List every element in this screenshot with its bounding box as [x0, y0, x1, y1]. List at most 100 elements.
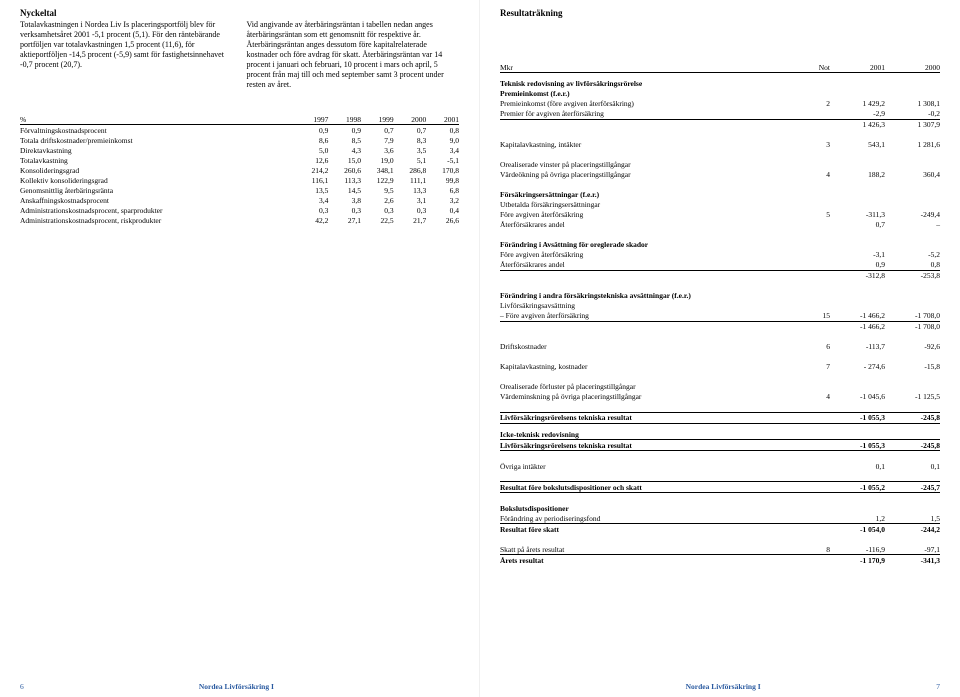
kpi-row: Totalavkastning12,615,019,05,1-5,1: [20, 155, 459, 165]
fs-label: Resultat före bokslutsdispositioner och …: [500, 482, 800, 493]
kpi-value: 12,6: [296, 155, 329, 165]
kpi-header: 1997: [296, 114, 329, 125]
fs-note: [800, 270, 830, 281]
fs-label: Premieinkomst (före avgiven återförsäkri…: [500, 99, 800, 109]
kpi-label: Totala driftskostnader/premieinkomst: [20, 135, 296, 145]
fs-value-2000: 1 307,9: [885, 119, 940, 130]
fs-note: [800, 382, 830, 392]
fs-row: Årets resultat-1 170,9-341,3: [500, 555, 940, 566]
kpi-value: 22,5: [361, 215, 394, 225]
kpi-value: 27,1: [328, 215, 361, 225]
fs-label: Driftskostnader: [500, 342, 800, 352]
fs-label: Premieinkomst (f.e.r.): [500, 89, 800, 99]
kpi-value: 19,0: [361, 155, 394, 165]
fs-value-2000: -1 125,5: [885, 392, 940, 402]
kpi-value: 13,5: [296, 185, 329, 195]
kpi-row: Totala driftskostnader/premieinkomst8,68…: [20, 135, 459, 145]
fs-value-2001: [830, 190, 885, 200]
fs-row: Före avgiven återförsäkring5-311,3-249,4: [500, 210, 940, 220]
fs-label: Värdeökning på övriga placeringstillgång…: [500, 170, 800, 180]
kpi-label: Direktavkastning: [20, 145, 296, 155]
fs-label: Skatt på årets resultat: [500, 544, 800, 555]
fs-label: Före avgiven återförsäkring: [500, 250, 800, 260]
fs-value-2000: -253,8: [885, 270, 940, 281]
fs-row: Teknisk redovisning av livförsäkringsrör…: [500, 73, 940, 89]
fs-value-2000: -97,1: [885, 544, 940, 555]
fs-row: Orealiserade förluster på placeringstill…: [500, 382, 940, 392]
kpi-row: Genomsnittlig återbäringsränta13,514,59,…: [20, 185, 459, 195]
fs-row: Försäkringsersättningar (f.e.r.): [500, 190, 940, 200]
fs-note: 2: [800, 99, 830, 109]
income-statement-table: Mkr Not 2001 2000 Teknisk redovisning av…: [500, 62, 940, 565]
fs-note: [800, 119, 830, 130]
fs-label: Livförsäkringsrörelsens tekniska resulta…: [500, 412, 800, 423]
fs-note: [800, 160, 830, 170]
kpi-row: Förvaltningskostnadsprocent0,90,90,70,70…: [20, 125, 459, 136]
kpi-value: 15,0: [328, 155, 361, 165]
fs-value-2001: -1 170,9: [830, 555, 885, 566]
fs-value-2000: -5,2: [885, 250, 940, 260]
kpi-label: Kollektiv konsolideringsgrad: [20, 175, 296, 185]
fs-note: [800, 109, 830, 120]
fs-label: Bokslutsdispositioner: [500, 503, 800, 513]
fs-note: 8: [800, 544, 830, 555]
kpi-row: Direktavkastning5,04,33,63,53,4: [20, 145, 459, 155]
fs-label: Livförsäkringsrörelsens tekniska resulta…: [500, 440, 800, 451]
page-number-right: 7: [936, 682, 940, 691]
footer-left: 6 Nordea Livförsäkring I: [20, 682, 459, 691]
fs-value-2000: 1 281,6: [885, 140, 940, 150]
footer-center-right: Nordea Livförsäkring I: [510, 682, 936, 691]
fs-label: Orealiserade vinster på placeringstillgå…: [500, 160, 800, 170]
fs-note: 5: [800, 210, 830, 220]
fs-note: 4: [800, 170, 830, 180]
fs-value-2001: [830, 160, 885, 170]
fs-row: Förändring av periodiseringsfond1,21,5: [500, 513, 940, 524]
fs-note: [800, 412, 830, 423]
kpi-value: 6,8: [426, 185, 459, 195]
fs-label: Livförsäkringsavsättning: [500, 301, 800, 311]
fs-value-2000: [885, 240, 940, 250]
fs-note: [800, 260, 830, 271]
fs-row: Kapitalavkastning, intäkter3543,11 281,6: [500, 140, 940, 150]
kpi-value: 0,9: [328, 125, 361, 136]
fs-value-2001: 1 426,3: [830, 119, 885, 130]
fs-label: Övriga intäkter: [500, 461, 800, 471]
fs-label: Före avgiven återförsäkring: [500, 210, 800, 220]
page-right: Resultaträkning Mkr Not 2001 2000 Teknis…: [480, 0, 960, 697]
kpi-value: 99,8: [426, 175, 459, 185]
fs-row: Förändring i Avsättning för oreglerade s…: [500, 240, 940, 250]
fs-row: Livförsäkringsrörelsens tekniska resulta…: [500, 412, 940, 423]
kpi-value: 3,8: [328, 195, 361, 205]
fs-value-2001: 1 429,2: [830, 99, 885, 109]
fs-value-2000: -245,8: [885, 412, 940, 423]
fs-label: Försäkringsersättningar (f.e.r.): [500, 190, 800, 200]
kpi-row: Administrationskostnadsprocent, sparprod…: [20, 205, 459, 215]
fs-row: Orealiserade vinster på placeringstillgå…: [500, 160, 940, 170]
kpi-value: 3,6: [361, 145, 394, 155]
fs-label: Värdeminskning på övriga placeringstillg…: [500, 392, 800, 402]
fs-label: [500, 119, 800, 130]
fs-note: [800, 200, 830, 210]
page-left: Nyckeltal Totalavkastningen i Nordea Liv…: [0, 0, 480, 697]
fs-value-2001: -311,3: [830, 210, 885, 220]
fs-note: [800, 301, 830, 311]
fs-label: Kapitalavkastning, kostnader: [500, 362, 800, 372]
fs-value-2000: –: [885, 220, 940, 230]
kpi-value: 8,3: [394, 135, 427, 145]
fs-note: [800, 321, 830, 332]
fs-value-2000: -92,6: [885, 342, 940, 352]
kpi-value: 0,3: [361, 205, 394, 215]
fs-value-2000: -341,3: [885, 555, 940, 566]
kpi-value: 111,1: [394, 175, 427, 185]
fs-value-2001: - 274,6: [830, 362, 885, 372]
fs-value-2000: -1 708,0: [885, 321, 940, 332]
fs-note: [800, 291, 830, 301]
footer-center-left: Nordea Livförsäkring I: [24, 682, 449, 691]
fs-value-2000: -244,2: [885, 524, 940, 535]
kpi-value: 260,6: [328, 165, 361, 175]
fs-label: Förändring i andra försäkringstekniska a…: [500, 291, 800, 301]
fs-row: – Före avgiven återförsäkring15-1 466,2-…: [500, 311, 940, 322]
fs-row: Livförsäkringsrörelsens tekniska resulta…: [500, 440, 940, 451]
fs-note: 15: [800, 311, 830, 322]
fs-row: Kapitalavkastning, kostnader7- 274,6-15,…: [500, 362, 940, 372]
